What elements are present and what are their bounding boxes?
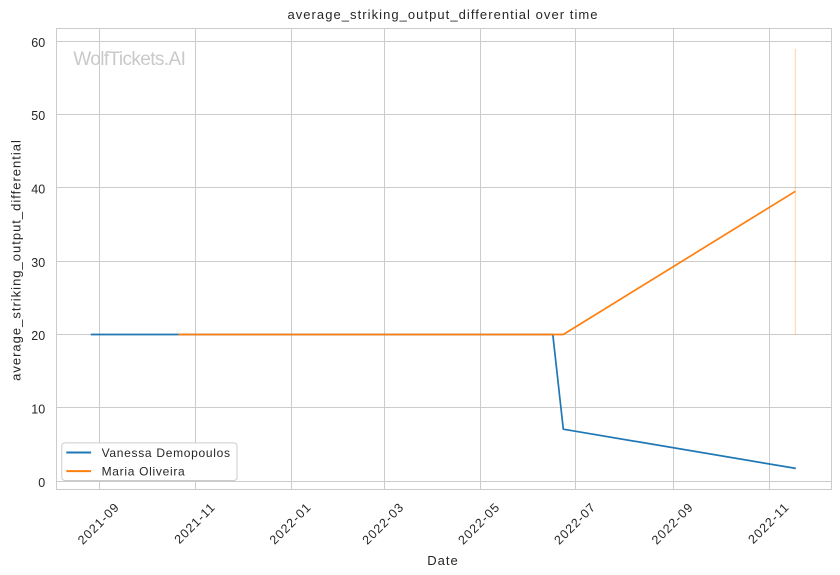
svg-text:10: 10	[31, 403, 45, 417]
svg-text:40: 40	[31, 183, 45, 197]
svg-text:average_striking_output_differ: average_striking_output_differential ove…	[287, 7, 598, 22]
svg-text:WolfTickets.AI: WolfTickets.AI	[73, 49, 185, 70]
svg-text:Maria Oliveira: Maria Oliveira	[102, 465, 186, 479]
svg-text:Date: Date	[427, 553, 458, 568]
svg-text:0: 0	[38, 476, 45, 490]
svg-text:Vanessa Demopoulos: Vanessa Demopoulos	[102, 446, 231, 460]
svg-text:average_striking_output_differ: average_striking_output_differential	[8, 139, 23, 381]
svg-text:30: 30	[31, 256, 45, 270]
svg-text:50: 50	[31, 109, 45, 123]
svg-text:60: 60	[31, 36, 45, 50]
svg-text:20: 20	[31, 329, 45, 343]
